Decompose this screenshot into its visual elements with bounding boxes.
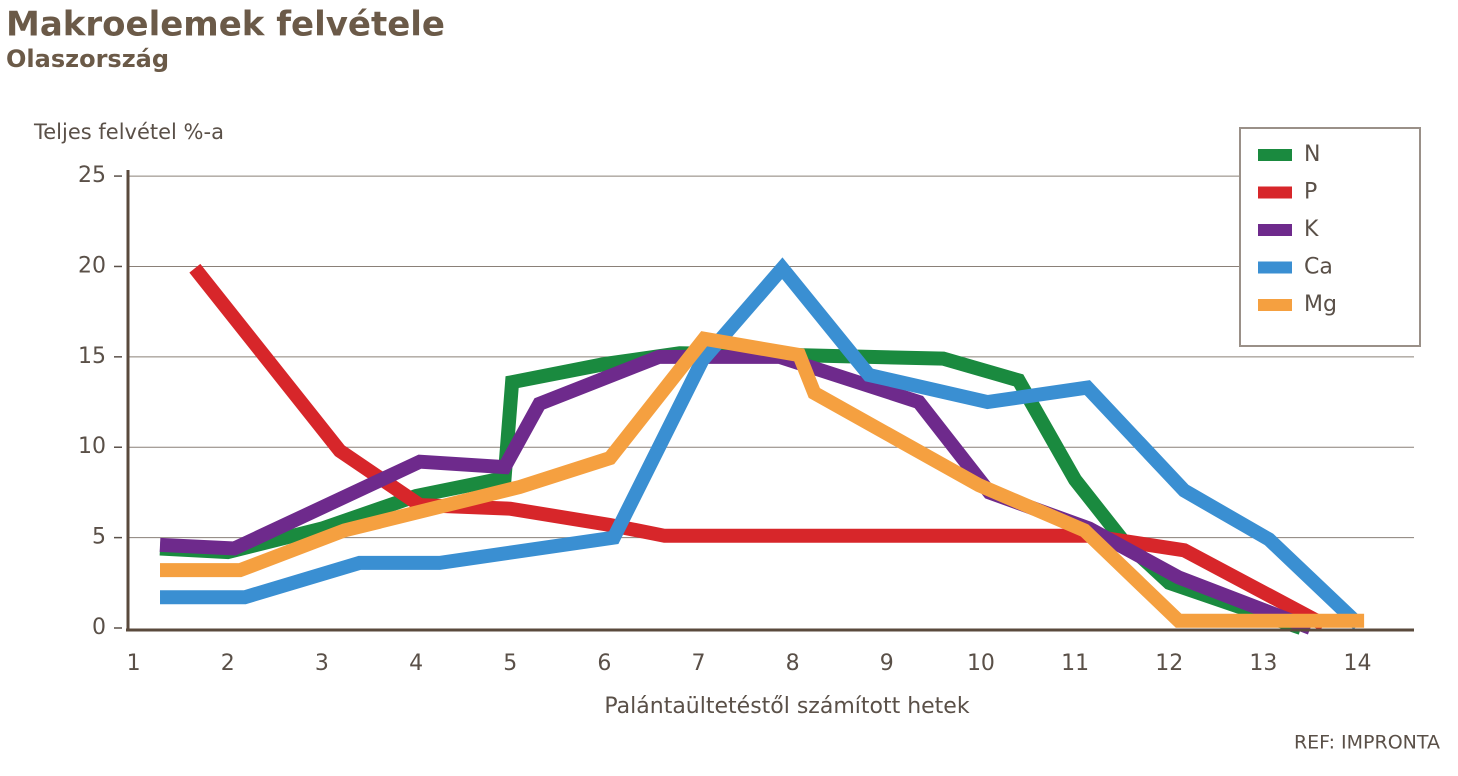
- series-line: [189, 263, 1327, 631]
- legend-label: N: [1304, 142, 1320, 167]
- y-axis-label: Teljes felvétel %-a: [33, 120, 224, 144]
- series-line: [160, 331, 1365, 628]
- y-tick-label: 25: [78, 163, 106, 188]
- y-tick-label: 10: [78, 434, 106, 459]
- x-tick-label: 10: [967, 651, 995, 676]
- legend-label: P: [1304, 180, 1317, 205]
- y-tick-label: 20: [78, 253, 106, 278]
- x-tick-label: 3: [315, 651, 329, 676]
- x-tick-label: 5: [503, 651, 517, 676]
- x-tick-label: 4: [409, 651, 423, 676]
- lines: [159, 257, 1365, 635]
- legend-swatch: [1258, 299, 1292, 311]
- series-line: [160, 257, 1364, 630]
- x-tick-label: 6: [597, 651, 611, 676]
- x-axis-label: Palántaültetéstől számított hetek: [604, 694, 969, 719]
- series-line: [159, 346, 1304, 635]
- y-tick-label: 15: [78, 344, 106, 369]
- legend-swatch: [1258, 261, 1292, 274]
- x-tick-label: 7: [692, 651, 706, 676]
- x-tick-label: 13: [1249, 651, 1277, 676]
- legend-label: K: [1304, 217, 1319, 242]
- x-tick-label: 9: [880, 651, 894, 676]
- legend-swatch: [1258, 149, 1292, 161]
- legend-swatch: [1258, 224, 1292, 236]
- x-tick-label: 12: [1155, 651, 1183, 676]
- legend-swatch: [1258, 186, 1292, 199]
- x-tick-label: 11: [1061, 651, 1089, 676]
- x-tick-label: 2: [221, 651, 235, 676]
- y-tick-label: 0: [92, 615, 106, 640]
- y-tick-label: 5: [92, 525, 106, 550]
- legend-label: Ca: [1304, 255, 1333, 280]
- series-line: [159, 349, 1313, 635]
- x-tick-label: 1: [127, 651, 141, 676]
- source: REF: IMPRONTA: [1294, 732, 1440, 754]
- chart-subtitle: Olaszország: [6, 45, 169, 73]
- chart-title: Makroelemek felvétele: [6, 5, 445, 45]
- x-tick-label: 14: [1344, 651, 1372, 676]
- x-tick-label: 8: [786, 651, 800, 676]
- legend: NPK Ca Mg: [1239, 127, 1421, 347]
- legend-label: Mg: [1304, 292, 1337, 317]
